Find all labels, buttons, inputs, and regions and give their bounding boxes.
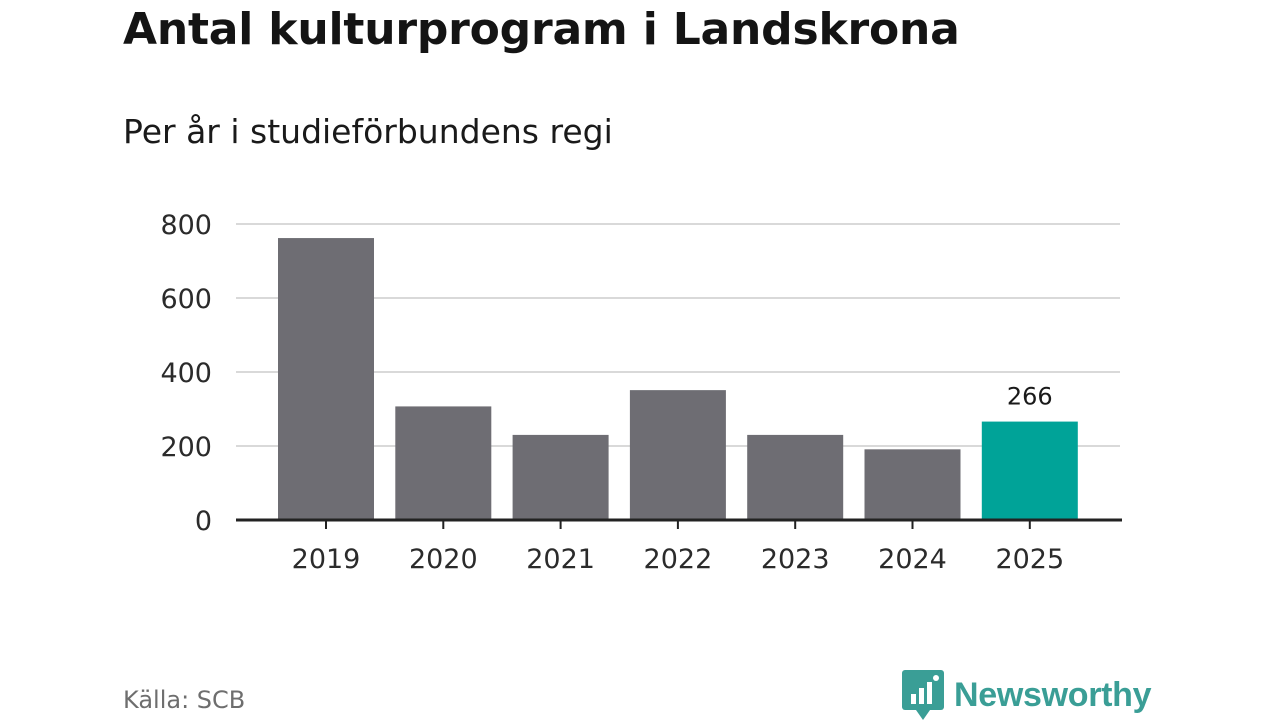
bar-2022: [629, 390, 726, 520]
y-tick-label: 600: [160, 284, 212, 315]
axes: [236, 518, 1122, 529]
chart-title: Antal kulturprogram i Landskrona: [123, 4, 960, 55]
x-tick-label: 2025: [995, 544, 1064, 575]
bar-2024: [864, 449, 961, 520]
x-tick-label: 2022: [644, 544, 713, 575]
brand-logo: Newsworthy: [902, 670, 1152, 720]
bar-2023: [747, 434, 844, 520]
x-tick-label: 2021: [526, 544, 595, 575]
x-tick-label: 2019: [292, 544, 361, 575]
y-tick-label: 0: [195, 506, 212, 537]
x-tick-label: 2024: [878, 544, 947, 575]
brand-name: Newsworthy: [954, 675, 1152, 714]
bar-2020: [395, 406, 492, 520]
x-tick-label: 2020: [409, 544, 478, 575]
y-tick-label: 400: [160, 358, 212, 389]
data-label: 266: [1007, 383, 1053, 411]
newsworthy-logo-icon: [902, 670, 944, 720]
y-tick-label: 800: [160, 210, 212, 241]
bars: [278, 238, 1078, 520]
x-tick-label: 2023: [761, 544, 830, 575]
source-note: Källa: SCB: [123, 686, 246, 714]
bar-2021: [512, 434, 609, 520]
chart-subtitle: Per år i studieförbundens regi: [123, 112, 613, 151]
labels: 0 200 400 600 800 2019 2020 2021 2022 2023 2024 202…: [160, 210, 1064, 575]
bar-2025: [981, 421, 1078, 520]
bar-2019: [278, 238, 374, 520]
y-tick-label: 200: [160, 432, 212, 463]
